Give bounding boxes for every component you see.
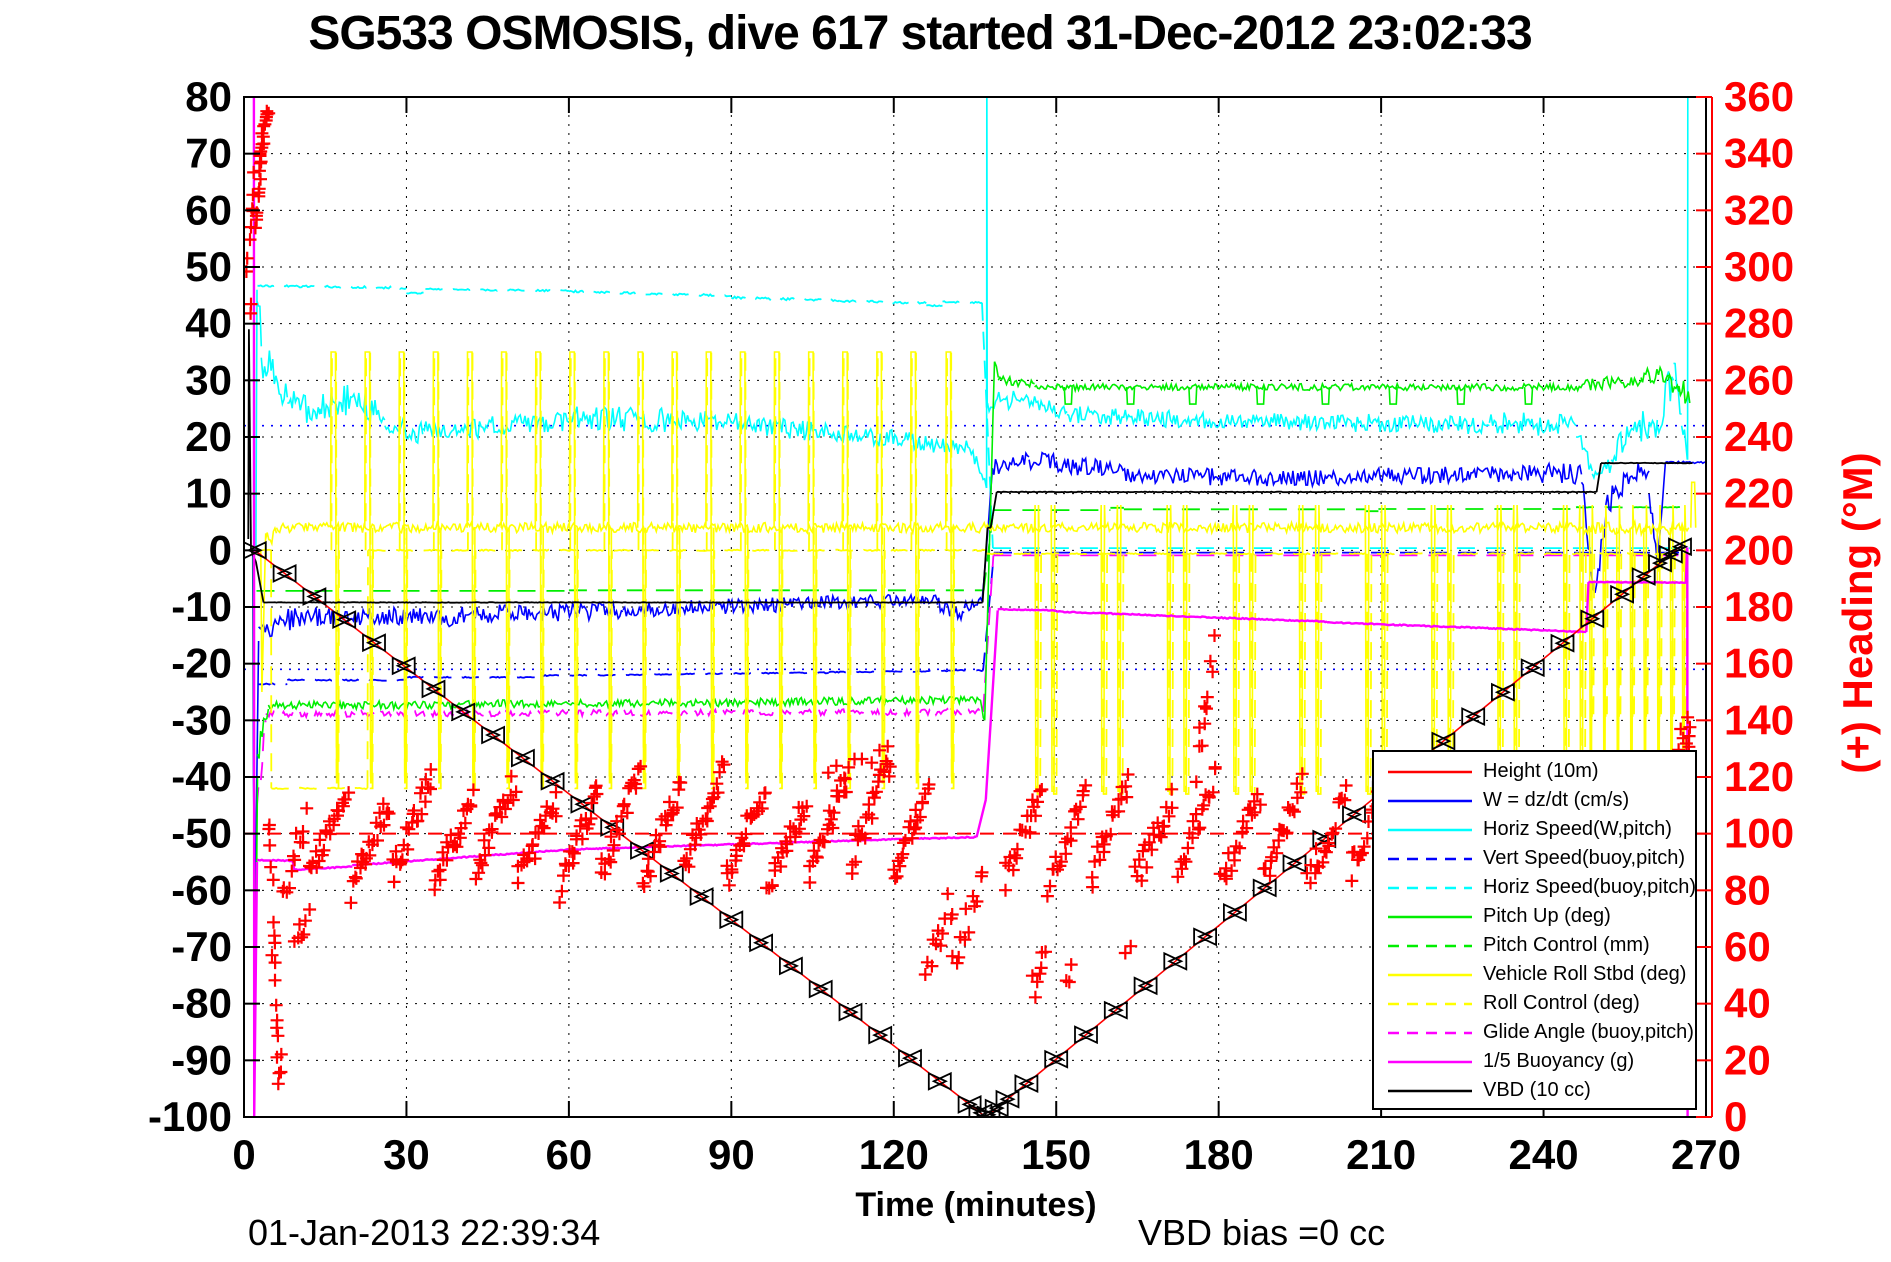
legend-label: Vert Speed(buoy,pitch) xyxy=(1483,847,1685,869)
y-right-tick-label: 220 xyxy=(1724,470,1794,517)
legend-line-sample xyxy=(1388,1060,1472,1063)
legend-line-sample xyxy=(1388,857,1472,860)
y-left-tick-label: -10 xyxy=(171,583,232,630)
legend-label: Glide Angle (buoy,pitch) xyxy=(1483,1021,1694,1043)
x-tick-label: 150 xyxy=(1021,1131,1091,1178)
legend-entry-roll-control-deg: Roll Control (deg) xyxy=(1374,989,1695,1018)
x-tick-label: 270 xyxy=(1671,1131,1741,1178)
legend-line-sample xyxy=(1388,973,1472,976)
series-glide-angle-buoy-pitch xyxy=(256,554,1690,806)
y-right-tick-label: 240 xyxy=(1724,413,1794,460)
series-horiz-speed-w-pitch xyxy=(255,97,1689,551)
y-left-tick-label: 30 xyxy=(185,356,232,403)
legend-entry-w-dz-dt-cm-s: W = dz/dt (cm/s) xyxy=(1374,786,1695,815)
y-left-tick-label: -70 xyxy=(171,923,232,970)
legend-line-sample xyxy=(1388,1002,1472,1005)
y-left-tick-label: 0 xyxy=(209,526,232,573)
x-tick-label: 120 xyxy=(859,1131,929,1178)
legend-entry-vbd-10-cc: VBD (10 cc) xyxy=(1374,1076,1695,1105)
y-right-tick-label: 320 xyxy=(1724,186,1794,233)
y-left-tick-label: 10 xyxy=(185,470,232,517)
y-left-tick-label: 20 xyxy=(185,413,232,460)
legend-label: Horiz Speed(W,pitch) xyxy=(1483,818,1672,840)
y-right-tick-label: 40 xyxy=(1724,980,1771,1027)
x-tick-label: 180 xyxy=(1184,1131,1254,1178)
legend-label: Roll Control (deg) xyxy=(1483,992,1640,1014)
y-right-tick-label: 300 xyxy=(1724,243,1794,290)
y-left-tick-label: 40 xyxy=(185,300,232,347)
legend-line-sample xyxy=(1388,1089,1472,1092)
legend-entry-height-10m: Height (10m) xyxy=(1374,757,1695,786)
y-right-tick-label: 200 xyxy=(1724,526,1794,573)
y-right-tick-label: 0 xyxy=(1724,1093,1747,1140)
x-axis-label: Time (minutes) xyxy=(855,1186,1097,1224)
axes: -100-90-80-70-60-50-40-30-20-10010203040… xyxy=(148,73,1794,1178)
legend-line-sample xyxy=(1388,886,1472,889)
x-tick-label: 240 xyxy=(1509,1131,1579,1178)
y-left-tick-label: 70 xyxy=(185,130,232,177)
y-right-tick-label: 340 xyxy=(1724,130,1794,177)
grid-lines xyxy=(244,97,1706,1117)
y-right-tick-label: 140 xyxy=(1724,696,1794,743)
y-right-tick-label: 260 xyxy=(1724,356,1794,403)
y-left-tick-label: 50 xyxy=(185,243,232,290)
y-right-tick-label: 20 xyxy=(1724,1036,1771,1083)
series-horiz-speed-buoy-pitch xyxy=(257,284,1690,549)
legend-entry-pitch-up-deg: Pitch Up (deg) xyxy=(1374,902,1695,931)
legend: Height (10m) W = dz/dt (cm/s) Horiz Speed(… xyxy=(1372,750,1697,1110)
y-left-tick-label: -20 xyxy=(171,640,232,687)
y-left-tick-label: -90 xyxy=(171,1036,232,1083)
vbd-bias-note: VBD bias =0 cc xyxy=(1138,1212,1386,1253)
y-left-tick-label: -40 xyxy=(171,753,232,800)
legend-label: Height (10m) xyxy=(1483,760,1599,782)
y-left-tick-label: 60 xyxy=(185,186,232,233)
y-right-tick-label: 360 xyxy=(1724,73,1794,120)
legend-entry-horiz-speed-buoy-pitch: Horiz Speed(buoy,pitch) xyxy=(1374,873,1697,902)
y-right-tick-label: 180 xyxy=(1724,583,1794,630)
legend-label: Horiz Speed(buoy,pitch) xyxy=(1483,876,1697,898)
y-left-tick-label: -30 xyxy=(171,696,232,743)
legend-label: Pitch Control (mm) xyxy=(1483,934,1650,956)
legend-line-sample xyxy=(1388,1031,1472,1034)
y-left-tick-label: -100 xyxy=(148,1093,232,1140)
y-right-tick-label: 280 xyxy=(1724,300,1794,347)
legend-label: Pitch Up (deg) xyxy=(1483,905,1611,927)
x-tick-label: 60 xyxy=(546,1131,593,1178)
y-right-tick-label: 60 xyxy=(1724,923,1771,970)
legend-label: Vehicle Roll Stbd (deg) xyxy=(1483,963,1687,985)
y-right-tick-label: 80 xyxy=(1724,866,1771,913)
legend-label: VBD (10 cc) xyxy=(1483,1079,1591,1101)
legend-line-sample xyxy=(1388,915,1472,918)
legend-entry-vehicle-roll-stbd-deg: Vehicle Roll Stbd (deg) xyxy=(1374,960,1695,989)
dive-end-datetime: 01-Jan-2013 22:39:34 xyxy=(248,1212,601,1253)
y-right-tick-label: 160 xyxy=(1724,640,1794,687)
legend-entry-horiz-speed-w-pitch: Horiz Speed(W,pitch) xyxy=(1374,815,1695,844)
legend-entry-vert-speed-buoy-pitch: Vert Speed(buoy,pitch) xyxy=(1374,844,1695,873)
x-tick-label: 90 xyxy=(708,1131,755,1178)
chart-title: SG533 OSMOSIS, dive 617 started 31-Dec-2… xyxy=(308,7,1532,60)
series-roll-control-deg xyxy=(255,351,1691,795)
x-tick-label: 210 xyxy=(1346,1131,1416,1178)
x-tick-label: 30 xyxy=(383,1131,430,1178)
legend-label: W = dz/dt (cm/s) xyxy=(1483,789,1630,811)
right-y-axis-label: (+) Heading (°M) xyxy=(1834,452,1881,774)
y-left-tick-label: 80 xyxy=(185,73,232,120)
legend-entry-pitch-control-mm: Pitch Control (mm) xyxy=(1374,931,1695,960)
y-right-tick-label: 120 xyxy=(1724,753,1794,800)
legend-line-sample xyxy=(1388,770,1472,773)
y-right-tick-label: 100 xyxy=(1724,810,1794,857)
legend-entry-1-5-buoyancy-g: 1/5 Buoyancy (g) xyxy=(1374,1047,1695,1076)
legend-line-sample xyxy=(1388,944,1472,947)
y-left-tick-label: -60 xyxy=(171,866,232,913)
legend-line-sample xyxy=(1388,799,1472,802)
legend-line-sample xyxy=(1388,828,1472,831)
legend-label: 1/5 Buoyancy (g) xyxy=(1483,1050,1635,1072)
legend-entry-glide-angle-buoy-pitch: Glide Angle (buoy,pitch) xyxy=(1374,1018,1695,1047)
series-vbd-10-cc xyxy=(247,329,1693,604)
x-tick-label: 0 xyxy=(232,1131,255,1178)
y-left-tick-label: -80 xyxy=(171,980,232,1027)
y-left-tick-label: -50 xyxy=(171,810,232,857)
